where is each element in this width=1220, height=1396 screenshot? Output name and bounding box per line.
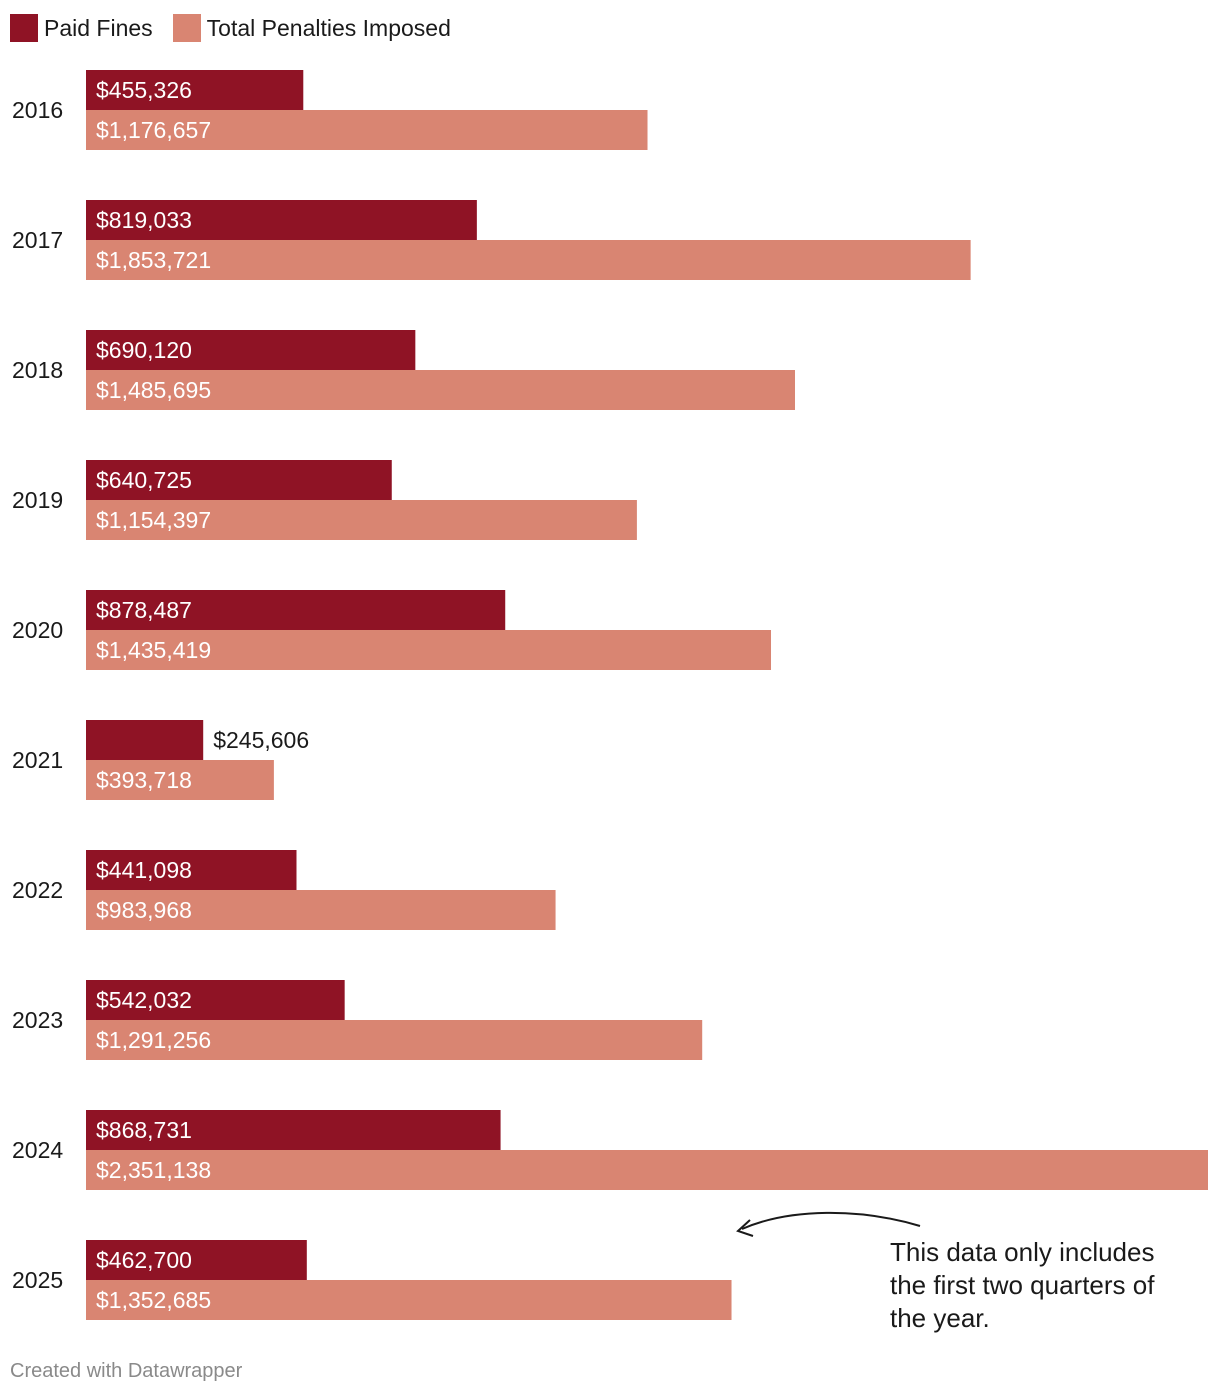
bar-total-penalties-2016 [86,110,648,150]
bar-paid-fines-2017 [86,200,477,240]
bar-total-penalties-2024 [86,1150,1208,1190]
bar-label-paid-fines-2025: $462,700 [96,1247,192,1273]
legend-swatch-paid-fines [10,14,38,42]
annotation-arrow-head [736,1219,754,1237]
bar-label-paid-fines-2024: $868,731 [96,1117,192,1143]
category-label-2025: 2025 [12,1267,63,1293]
bar-paid-fines-2016 [86,70,304,110]
bar-total-penalties-2017 [86,240,971,280]
category-label-2020: 2020 [12,617,63,643]
category-label-2024: 2024 [12,1137,63,1163]
bar-paid-fines-2025 [86,1240,307,1280]
bar-label-paid-fines-2016: $455,326 [96,77,192,103]
legend: Paid Fines Total Penalties Imposed [10,12,471,44]
bar-paid-fines-2023 [86,980,345,1020]
bar-label-total-penalties-2025: $1,352,685 [96,1287,211,1313]
bar-total-penalties-2022 [86,890,556,930]
bar-label-paid-fines-2021: $245,606 [213,727,309,753]
bar-label-total-penalties-2020: $1,435,419 [96,637,211,663]
bar-label-total-penalties-2021: $393,718 [96,767,192,793]
bar-label-paid-fines-2018: $690,120 [96,337,192,363]
bar-total-penalties-2023 [86,1020,703,1060]
bar-total-penalties-2021 [86,760,274,800]
bar-paid-fines-2020 [86,590,506,630]
category-label-2018: 2018 [12,357,63,383]
bar-total-penalties-2020 [86,630,772,670]
bar-label-paid-fines-2022: $441,098 [96,857,192,883]
bar-label-paid-fines-2023: $542,032 [96,987,192,1013]
legend-label-total-penalties: Total Penalties Imposed [206,14,451,41]
bar-paid-fines-2022 [86,850,297,890]
category-label-2016: 2016 [12,97,63,123]
legend-swatch-total-penalties [172,14,201,42]
bar-label-paid-fines-2019: $640,725 [96,467,192,493]
bar-label-paid-fines-2020: $878,487 [96,597,192,623]
bar-label-paid-fines-2017: $819,033 [96,207,192,233]
bar-paid-fines-2024 [86,1110,501,1150]
bar-total-penalties-2025 [86,1280,732,1320]
bar-label-total-penalties-2018: $1,485,695 [96,377,211,403]
legend-item-paid-fines: Paid Fines [10,14,153,42]
category-label-2021: 2021 [12,747,63,773]
bar-paid-fines-2018 [86,330,416,370]
bar-label-total-penalties-2023: $1,291,256 [96,1027,211,1053]
bar-paid-fines-2021 [86,720,204,760]
bar-total-penalties-2019 [86,500,637,540]
footer-credit: Created with Datawrapper [10,1360,243,1382]
category-label-2019: 2019 [12,487,63,513]
legend-item-total-penalties: Total Penalties Imposed [172,14,451,42]
annotation-arrow-line [741,1211,921,1230]
category-label-2023: 2023 [12,1007,63,1033]
bar-paid-fines-2019 [86,460,392,500]
bar-total-penalties-2018 [86,370,795,410]
bar-label-total-penalties-2017: $1,853,721 [96,247,211,273]
category-label-2022: 2022 [12,877,63,903]
category-label-2017: 2017 [12,227,63,253]
bar-label-total-penalties-2016: $1,176,657 [96,117,211,143]
bar-label-total-penalties-2022: $983,968 [96,897,192,923]
annotation-note: This data only includes the first two qu… [890,1237,1155,1333]
bar-label-total-penalties-2019: $1,154,397 [96,507,211,533]
legend-label-paid-fines: Paid Fines [44,14,153,41]
bar-label-total-penalties-2024: $2,351,138 [96,1157,211,1183]
